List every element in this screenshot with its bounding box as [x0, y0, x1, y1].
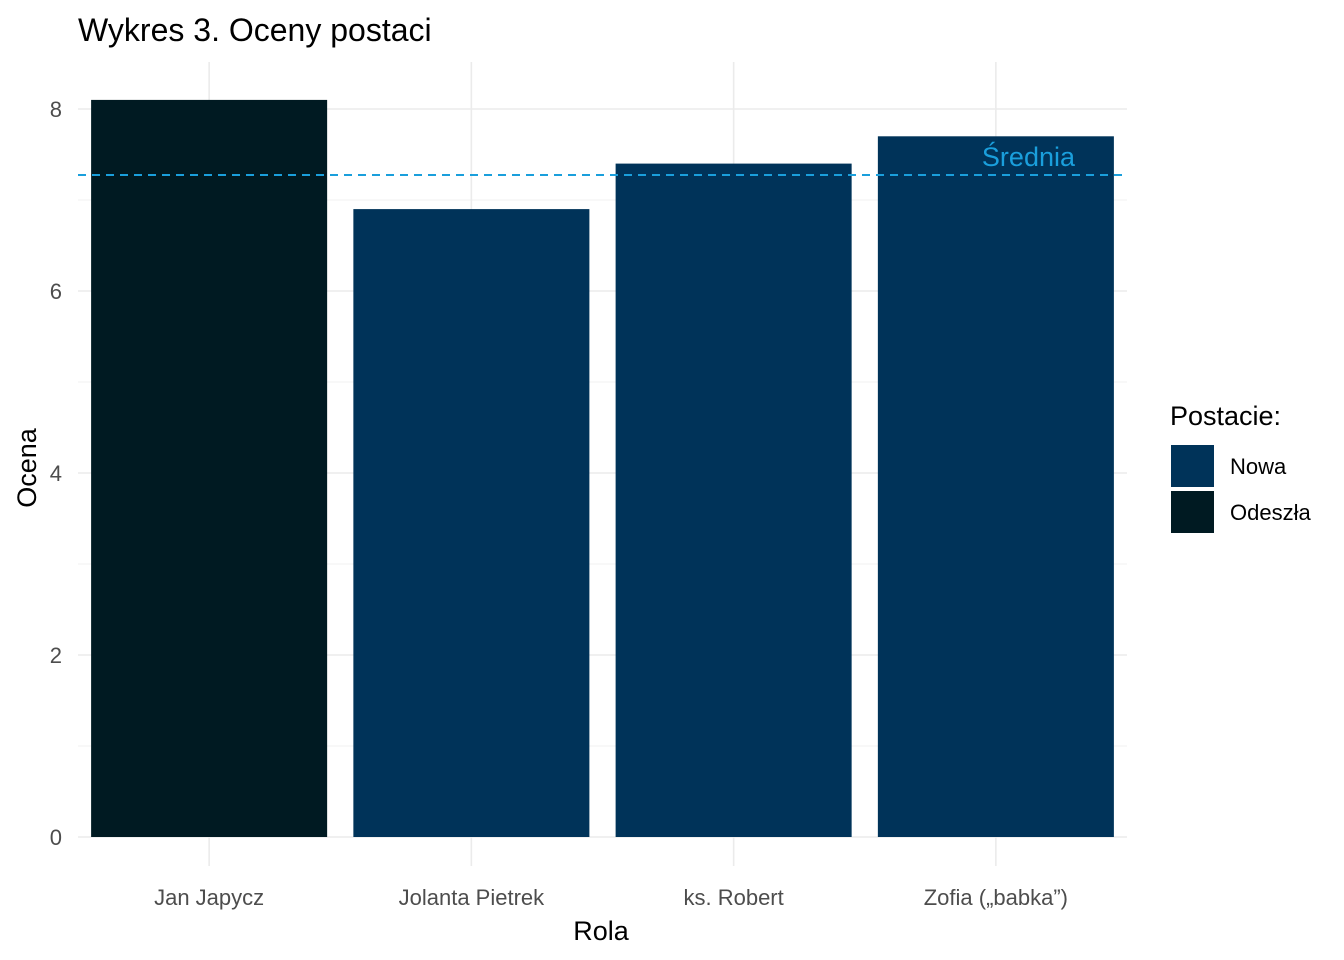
x-tick-label: Jolanta Pietrek — [399, 885, 546, 910]
y-tick-label: 6 — [50, 279, 62, 304]
x-axis-ticks: Jan Japycz Jolanta Pietrek ks. Robert Zofia… — [154, 885, 1068, 910]
x-tick-label: ks. Robert — [683, 885, 783, 910]
reference-line-layer: Średnia — [78, 140, 1127, 176]
y-tick-label: 2 — [50, 643, 62, 668]
mean-reference-label: Średnia — [982, 140, 1076, 172]
y-axis-title: Ocena — [12, 427, 42, 508]
x-tick-label: Jan Japycz — [154, 885, 264, 910]
y-tick-label: 0 — [50, 825, 62, 850]
bars-layer — [91, 99, 1114, 838]
legend: Postacie: Nowa Odeszła — [1170, 401, 1311, 533]
legend-title: Postacie: — [1170, 401, 1281, 431]
legend-key — [1171, 445, 1214, 487]
legend-label: Odeszła — [1230, 500, 1311, 525]
y-axis-ticks: 0 2 4 6 8 — [50, 97, 62, 850]
x-tick-label: Zofia („babka”) — [924, 885, 1068, 910]
legend-key — [1171, 491, 1214, 533]
bar — [353, 209, 590, 838]
y-tick-label: 8 — [50, 97, 62, 122]
bar — [615, 163, 852, 838]
x-axis-title: Rola — [573, 916, 630, 946]
y-tick-label: 4 — [50, 461, 62, 486]
bar — [91, 99, 328, 837]
legend-label: Nowa — [1230, 454, 1287, 479]
bar — [877, 136, 1114, 838]
chart-title: Wykres 3. Oceny postaci — [78, 12, 432, 48]
